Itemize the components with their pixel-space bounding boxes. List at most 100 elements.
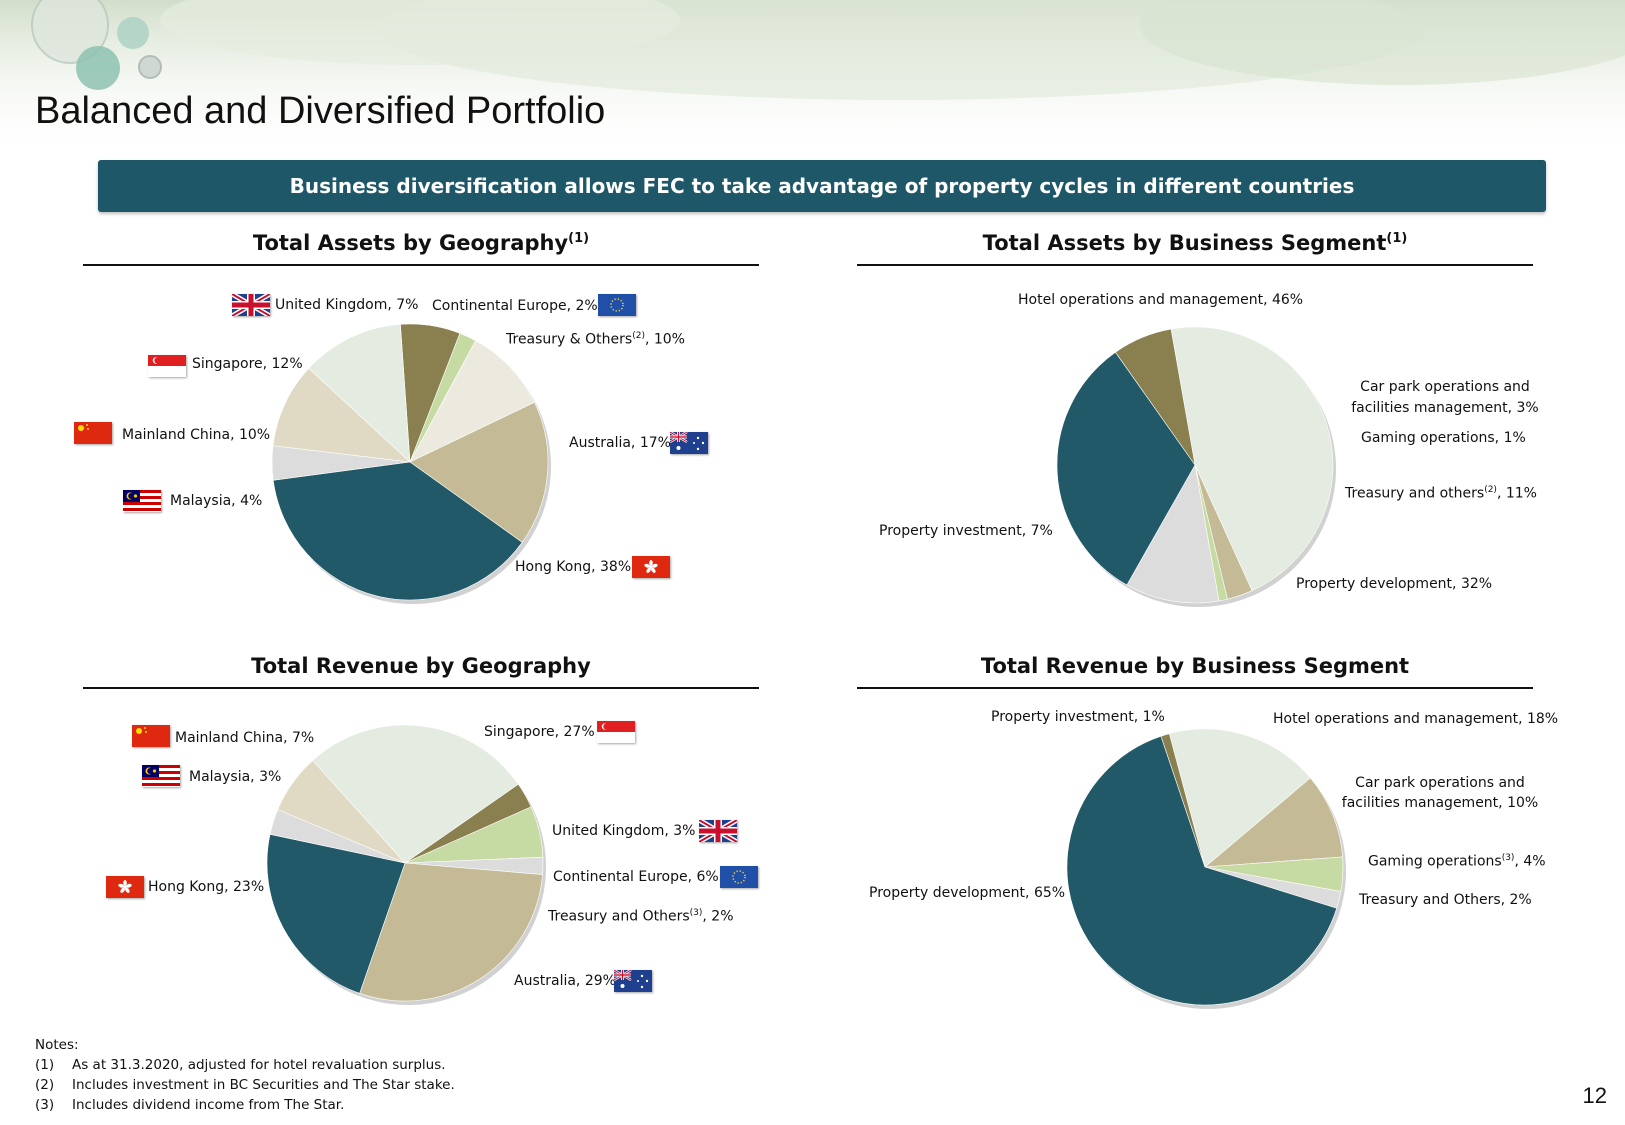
data-label-treasury-value: , 10%: [644, 331, 685, 348]
revenue-geography-rule: [83, 687, 759, 689]
data-label-property-development: Property development, 32%: [1296, 576, 1493, 592]
hong-kong-flag-icon: [632, 556, 670, 578]
pie-slice-treasury-others: [409, 340, 535, 463]
pie-slice-australia: [409, 401, 549, 543]
data-label-treasury-value: , 2%: [702, 908, 734, 925]
data-label-treasury-others-text: Treasury and others: [1345, 485, 1485, 502]
data-label-treasury-note: (3): [689, 908, 703, 918]
data-label-treasury: Treasury & Others(2), 10%: [506, 331, 685, 348]
malaysia-flag-icon: [142, 765, 180, 787]
data-label-treasury-text: Treasury & Others: [506, 331, 633, 348]
assets-geography-title: Total Assets by Geography(1): [83, 231, 759, 255]
foliage-background: [0, 0, 1625, 160]
pie-slice-property-development: [1066, 735, 1338, 1006]
data-label-mainland-china: Mainland China, 7%: [175, 730, 315, 746]
revenue-geography-title: Total Revenue by Geography: [83, 654, 759, 678]
pie-slice-car-park-operations-and-facilities-management: [1204, 777, 1343, 868]
note-number: (1): [35, 1057, 55, 1073]
assets-segment-title: Total Assets by Business Segment(1): [857, 231, 1533, 255]
data-label-malaysia: Malaysia, 3%: [189, 769, 282, 785]
data-label-gaming-text: Gaming operations: [1368, 853, 1502, 870]
data-label-gaming: Gaming operations(3), 4%: [1368, 853, 1546, 870]
data-label-car-park: Car park operations and facilities manag…: [1341, 775, 1539, 811]
assets-segment-pie: [1056, 326, 1336, 607]
pie-slice-hong-kong: [266, 833, 406, 994]
assets-geography-title-text: Total Assets by Geography: [252, 231, 569, 255]
data-label-hotel: Hotel operations and management, 46%: [1018, 292, 1304, 308]
data-label-treasury: Treasury and Others(3), 2%: [548, 908, 734, 925]
pie-slice-treasury-and-others: [1126, 464, 1220, 604]
data-label-singapore: Singapore, 12%: [192, 356, 303, 372]
uk-flag-icon: [232, 294, 270, 316]
data-label-treasury-others: Treasury and Others, 2%: [1359, 892, 1532, 908]
pie-slice-mainland-china: [277, 760, 406, 864]
data-label-treasury-note: (2): [632, 331, 645, 341]
data-label-uk: United Kingdom, 7%: [275, 297, 419, 313]
assets-segment-title-note: (1): [1386, 231, 1408, 246]
note-row: (2) Includes investment in BC Securities …: [35, 1075, 455, 1095]
eu-flag-icon: [720, 866, 758, 888]
pie-slice-hotel-operations-and-management: [1168, 728, 1311, 868]
china-flag-icon: [132, 725, 170, 747]
banner-text: Business diversification allows FEC to t…: [289, 174, 1355, 198]
pie-slice-singapore: [308, 324, 411, 463]
assets-geography-pie: [271, 323, 551, 604]
malaysia-flag-icon: [123, 490, 161, 512]
assets-geography-rule: [83, 264, 759, 266]
page-title: Balanced and Diversified Portfolio: [35, 90, 606, 132]
data-label-treasury-text: Treasury and Others: [548, 908, 690, 925]
data-label-malaysia: Malaysia, 4%: [170, 493, 263, 509]
data-label-gaming-note: (3): [1501, 853, 1515, 863]
assets-segment-rule: [857, 264, 1533, 266]
data-label-gaming-value: , 4%: [1514, 853, 1546, 870]
data-label-hong-kong: Hong Kong, 38%: [515, 559, 632, 575]
data-label-property-investment: Property investment, 1%: [991, 709, 1165, 725]
singapore-flag-icon: [148, 355, 186, 377]
data-label-uk: United Kingdom, 3%: [552, 823, 696, 839]
note-number: (3): [35, 1097, 55, 1113]
note-number: (2): [35, 1077, 55, 1093]
note-text: Includes dividend income from The Star.: [72, 1097, 345, 1113]
data-label-hotel: Hotel operations and management, 18%: [1273, 711, 1559, 727]
footnotes: Notes: (1) As at 31.3.2020, adjusted for …: [35, 1035, 455, 1115]
uk-flag-icon: [699, 820, 737, 842]
pie-slice-property-investment: [1115, 328, 1196, 466]
data-label-property-development: Property development, 65%: [869, 885, 1066, 901]
revenue-segment-title: Total Revenue by Business Segment: [857, 654, 1533, 678]
pie-slice-hong-kong: [272, 461, 523, 601]
revenue-segment-rule: [857, 687, 1533, 689]
page-number: 12: [1582, 1083, 1607, 1108]
note-row: (1) As at 31.3.2020, adjusted for hotel r…: [35, 1055, 455, 1075]
data-label-car-park: Car park operations and facilities manag…: [1351, 379, 1539, 416]
revenue-segment-pie: [1066, 728, 1346, 1009]
assets-geography-title-note: (1): [568, 231, 590, 246]
pie-slice-property-investment: [1160, 733, 1206, 868]
australia-flag-icon: [670, 432, 708, 454]
assets-segment-title-text: Total Assets by Business Segment: [982, 231, 1387, 255]
pie-slice-property-development: [1056, 351, 1196, 586]
data-label-australia: Australia, 29%: [514, 973, 616, 989]
china-flag-icon: [74, 422, 112, 444]
eu-flag-icon: [598, 294, 636, 316]
data-label-gaming: Gaming operations, 1%: [1361, 430, 1526, 446]
data-label-treasury-others: Treasury and others(2), 11%: [1345, 485, 1537, 502]
revenue-geography-title-text: Total Revenue by Geography: [251, 654, 591, 678]
data-label-mainland-china: Mainland China, 10%: [122, 427, 271, 443]
data-label-australia: Australia, 17%: [569, 435, 671, 451]
notes-heading: Notes:: [35, 1037, 79, 1053]
data-label-hong-kong: Hong Kong, 23%: [148, 879, 265, 895]
note-text: As at 31.3.2020, adjusted for hotel reva…: [72, 1057, 446, 1073]
data-label-treasury-others-value: , 11%: [1496, 485, 1537, 502]
data-label-property-investment: Property investment, 7%: [879, 523, 1053, 539]
revenue-segment-title-text: Total Revenue by Business Segment: [980, 654, 1410, 678]
headline-banner: Business diversification allows FEC to t…: [98, 160, 1546, 212]
pie-slice-hotel-operations-and-management: [1170, 326, 1334, 592]
pie-slice-australia: [359, 862, 543, 1002]
note-text: Includes investment in BC Securities and…: [72, 1077, 455, 1093]
data-label-continental-europe: Continental Europe, 6%: [553, 869, 719, 885]
data-label-continental-europe: Continental Europe, 2%: [432, 298, 598, 314]
singapore-flag-icon: [597, 721, 635, 743]
revenue-geography-pie: [266, 724, 546, 1005]
australia-flag-icon: [614, 970, 652, 992]
data-label-treasury-others-note: (2): [1484, 485, 1497, 495]
